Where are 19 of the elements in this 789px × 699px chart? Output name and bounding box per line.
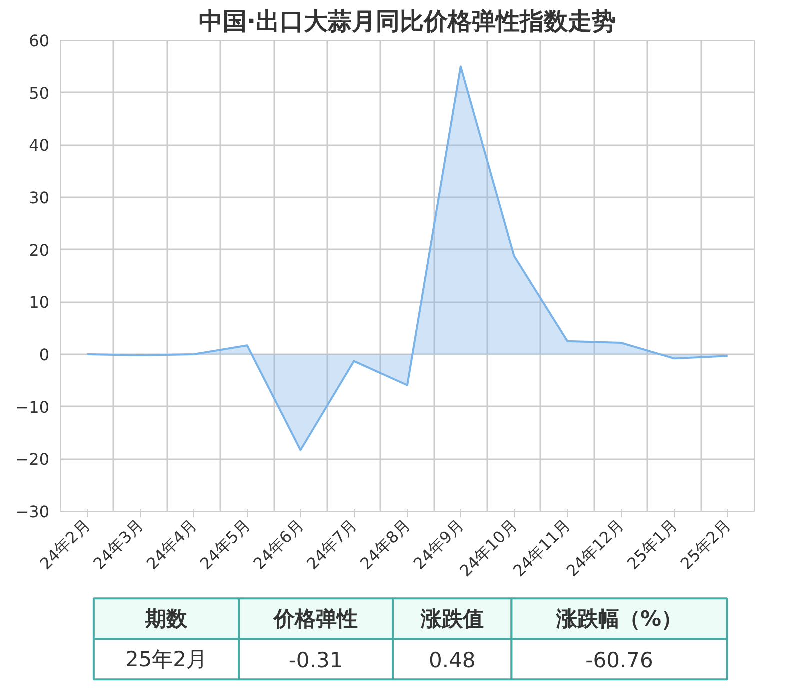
text: -0.31 — [288, 648, 344, 672]
text: 价格弹性 — [273, 606, 358, 631]
y-tick-label: 30 — [29, 188, 50, 208]
y-tick-label: −30 — [16, 502, 50, 522]
y-tick-label: −10 — [16, 398, 50, 417]
text: 涨跌幅（%） — [555, 606, 683, 631]
text: 0.48 — [428, 648, 476, 672]
y-tick-label: 40 — [29, 136, 50, 156]
y-tick-label: −20 — [16, 450, 50, 470]
text: -60.76 — [586, 648, 654, 672]
y-tick-label: 60 — [29, 32, 50, 50]
chart-title: 中国·出口大蒜月同比价格弹性指数走势 — [198, 8, 616, 36]
text: 25年2月 — [125, 647, 208, 672]
text: 期数 — [144, 606, 188, 631]
y-tick-label: 0 — [39, 346, 50, 364]
y-tick-label: 20 — [29, 240, 50, 260]
y-tick-label: 10 — [29, 293, 50, 312]
y-tick-label: 50 — [29, 84, 50, 103]
text: 涨跌值 — [420, 606, 484, 631]
